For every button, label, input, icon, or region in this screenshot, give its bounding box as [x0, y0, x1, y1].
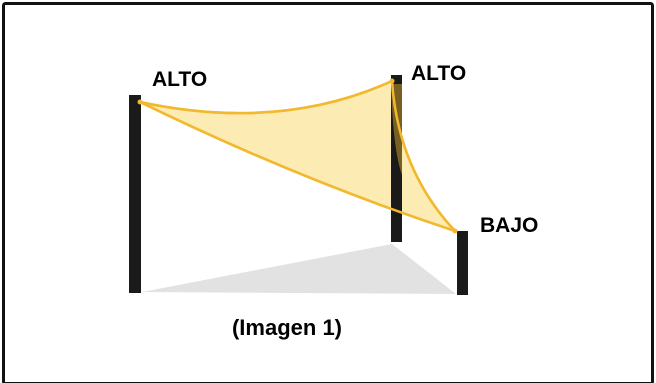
right-post-label: BAJO	[480, 214, 538, 237]
left-post	[129, 95, 141, 293]
sail-edge	[139, 79, 457, 233]
middle-post	[391, 75, 402, 242]
right-post	[457, 231, 468, 295]
left-post-label: ALTO	[152, 68, 207, 91]
sail-corner-middle	[389, 78, 395, 84]
sail-corner-right	[452, 228, 458, 234]
sail-ground-shadow	[142, 244, 456, 294]
caption: (Imagen 1)	[232, 315, 342, 340]
sail-corner-left	[137, 99, 143, 105]
middle-post-label: ALTO	[411, 62, 466, 85]
